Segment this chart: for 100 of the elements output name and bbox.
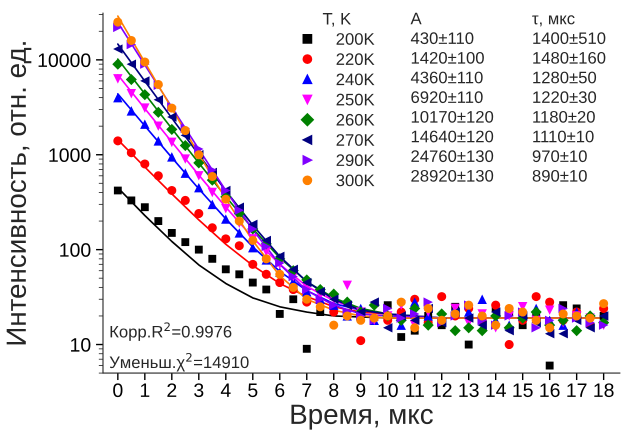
point — [154, 95, 164, 104]
point — [208, 165, 218, 175]
legend-label: 300K — [336, 174, 374, 186]
point — [126, 106, 136, 116]
point — [302, 344, 311, 353]
point — [370, 297, 379, 307]
legend-label: 240K — [336, 73, 374, 86]
point — [194, 171, 204, 181]
point — [113, 74, 123, 84]
point — [504, 304, 514, 313]
point — [194, 246, 203, 254]
point — [126, 74, 137, 86]
point — [275, 270, 284, 279]
annotation: 14640±120 — [412, 130, 494, 142]
point — [599, 299, 608, 308]
point — [356, 316, 366, 325]
point — [208, 172, 217, 181]
x-tick-label: 9 — [356, 383, 366, 398]
point — [193, 157, 204, 168]
annotation: Уменьш.χ$^{2}$=14910 — [110, 352, 249, 372]
point — [437, 292, 446, 302]
point — [114, 186, 122, 194]
point — [383, 323, 392, 333]
point — [152, 106, 164, 118]
point — [113, 92, 123, 102]
x-tick-label: 1 — [140, 384, 150, 397]
point — [234, 228, 244, 238]
point — [477, 294, 487, 304]
point — [356, 336, 366, 346]
point — [113, 18, 122, 27]
point — [127, 196, 136, 204]
legend-label: 250K — [336, 94, 374, 106]
annotation: 10170±120 — [412, 110, 494, 123]
x-axis-title: Время, мкс — [291, 404, 433, 430]
point — [140, 119, 150, 129]
annotation: 28920±130 — [411, 170, 494, 182]
point — [477, 320, 487, 330]
x-tick-label: 3 — [194, 383, 204, 398]
annotation: 430±110 — [410, 32, 474, 44]
x-tick-label: 7 — [302, 384, 312, 397]
point — [234, 241, 244, 250]
point — [126, 36, 136, 45]
x-tick-label: 18 — [594, 383, 614, 398]
point — [558, 309, 568, 318]
y-axis-title: Интенсивность, отн. ед. — [6, 42, 32, 344]
point — [410, 309, 420, 319]
annotation: 1280±50 — [533, 72, 596, 84]
point — [166, 124, 178, 135]
point — [168, 228, 176, 237]
annotation: τ, мкс — [532, 15, 575, 26]
point — [530, 306, 542, 318]
point — [113, 136, 122, 146]
point — [383, 304, 392, 314]
point — [180, 196, 190, 205]
point — [504, 326, 514, 336]
annotation: 970±10 — [532, 150, 587, 162]
annotation: A — [410, 12, 422, 24]
point — [222, 265, 230, 274]
point — [396, 298, 406, 307]
point — [288, 282, 298, 292]
point — [154, 217, 162, 225]
point — [424, 297, 433, 307]
point — [276, 310, 284, 318]
point — [181, 238, 190, 246]
legend-label: 220K — [336, 53, 374, 66]
point — [208, 254, 216, 263]
point — [546, 362, 554, 370]
point — [140, 76, 150, 86]
x-tick-label: 14 — [486, 384, 506, 397]
point — [140, 159, 150, 168]
x-tick-label: 6 — [275, 383, 284, 398]
point — [167, 138, 177, 148]
annotation: 24760±130 — [411, 150, 494, 162]
point — [126, 148, 136, 158]
point — [140, 57, 150, 66]
x-tick-label: 11 — [406, 384, 424, 397]
annotation: 4360±110 — [410, 72, 483, 84]
point — [167, 186, 176, 195]
y-tick-label: 100 — [60, 243, 90, 257]
point — [545, 323, 554, 332]
annotation: 1220±30 — [533, 91, 596, 104]
point — [450, 325, 461, 336]
legend-title: T, K — [322, 13, 352, 27]
point — [235, 270, 244, 278]
annotation: 1420±100 — [412, 52, 484, 64]
x-tick-label: 10 — [378, 383, 398, 398]
point — [180, 168, 190, 178]
point — [571, 325, 582, 336]
annotation: 1110±10 — [533, 130, 594, 142]
point — [154, 121, 164, 131]
point — [262, 236, 271, 246]
point — [342, 280, 352, 290]
point — [139, 89, 150, 100]
point — [180, 126, 190, 136]
point — [585, 323, 595, 333]
point — [221, 194, 230, 204]
point — [113, 44, 123, 54]
point — [342, 300, 352, 310]
point — [329, 320, 338, 330]
annotation: 890±10 — [532, 170, 587, 182]
